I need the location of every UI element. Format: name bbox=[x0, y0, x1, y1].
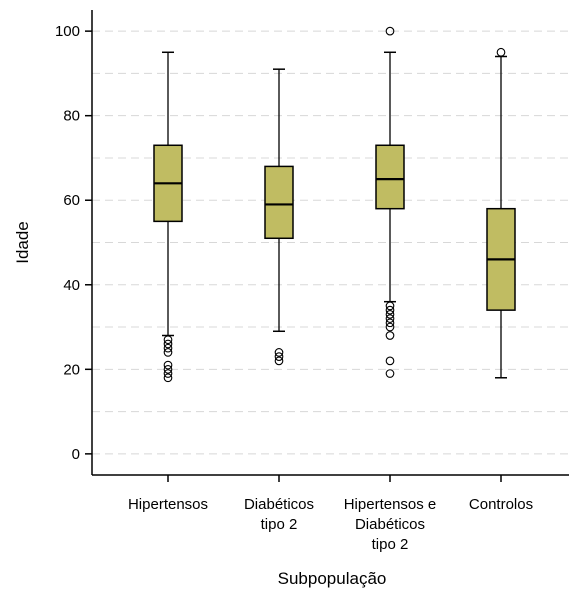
y-axis-title: Idade bbox=[13, 221, 32, 264]
outlier-point bbox=[163, 339, 173, 349]
box-1 bbox=[153, 51, 183, 383]
outlier-point bbox=[163, 360, 173, 370]
box-2 bbox=[264, 68, 294, 366]
x-tick-label: Controlos bbox=[469, 496, 533, 513]
outlier-point bbox=[274, 356, 284, 366]
outlier-point bbox=[163, 348, 173, 357]
x-axis-title: Subpopulação bbox=[278, 569, 387, 588]
outlier-point bbox=[163, 364, 173, 374]
outlier-point bbox=[163, 373, 173, 383]
y-tick-label: 0 bbox=[72, 446, 80, 463]
outlier-point bbox=[385, 314, 395, 323]
x-axis-ticks: Hipertensos Diabéticos tipo 2 Hipertensos e… bbox=[128, 475, 533, 553]
x-tick-label: Hipertensos e Diabéticos tipo 2 bbox=[344, 496, 437, 553]
outlier-point bbox=[274, 352, 284, 361]
box-4 bbox=[486, 47, 516, 379]
outlier-point bbox=[163, 343, 173, 353]
outlier-point bbox=[163, 335, 173, 345]
outlier-point bbox=[385, 305, 395, 315]
y-tick-label: 100 bbox=[55, 23, 80, 40]
iqr-box bbox=[264, 165, 294, 240]
outlier-point bbox=[385, 26, 395, 36]
outlier-point bbox=[274, 348, 284, 357]
iqr-box bbox=[375, 144, 405, 210]
outlier-point bbox=[385, 356, 395, 366]
y-tick-label: 40 bbox=[63, 277, 80, 294]
plot-area bbox=[153, 26, 516, 383]
outlier-point bbox=[385, 301, 395, 311]
outlier-point bbox=[385, 331, 395, 340]
outlier-point bbox=[385, 310, 395, 319]
y-tick-label: 80 bbox=[63, 108, 80, 125]
outlier-point bbox=[385, 369, 395, 378]
y-tick-label: 60 bbox=[63, 192, 80, 209]
y-tick-label: 20 bbox=[63, 361, 80, 378]
x-tick-label: Diabéticos tipo 2 bbox=[244, 496, 314, 533]
outlier-point bbox=[385, 318, 395, 328]
outlier-point bbox=[496, 47, 506, 57]
outlier-point bbox=[385, 322, 395, 332]
outlier-point bbox=[163, 369, 173, 378]
y-axis-ticks: 0 20 40 60 80 100 bbox=[55, 23, 92, 463]
x-tick-label: Hipertensos bbox=[128, 496, 208, 513]
box-3 bbox=[375, 26, 405, 378]
